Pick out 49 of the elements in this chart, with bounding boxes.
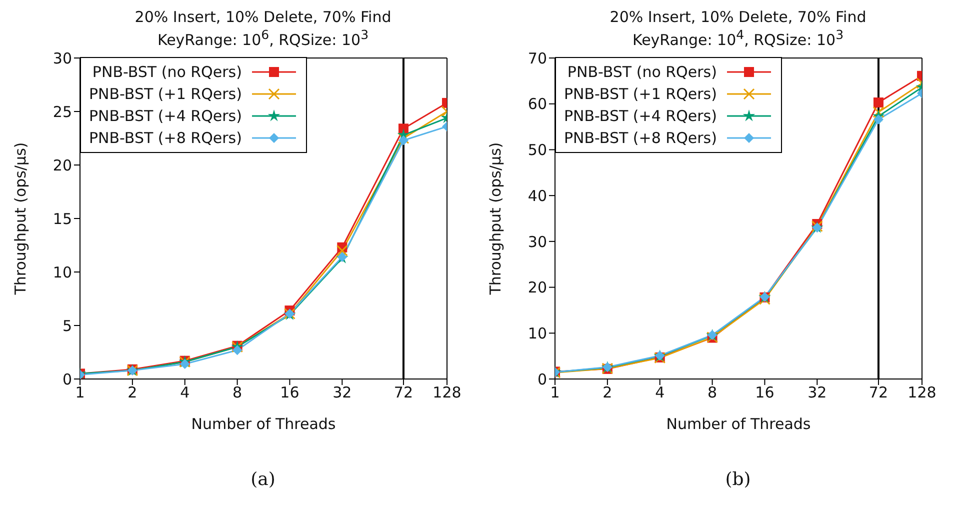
legend-label: PNB-BST (no RQers) xyxy=(567,62,717,83)
x-tick-label: 72 xyxy=(868,384,888,402)
y-axis-title: Throughput (ops/μs) xyxy=(11,142,30,296)
legend-label: PNB-BST (+4 RQers) xyxy=(89,106,242,127)
y-tick-label: 60 xyxy=(528,95,547,114)
y-tick-label: 20 xyxy=(52,156,72,174)
legend-label: PNB-BST (+8 RQers) xyxy=(89,128,242,149)
x-tick-label: 72 xyxy=(394,384,414,402)
y-tick-label: 10 xyxy=(528,324,547,342)
x-tick-label: 8 xyxy=(708,384,718,402)
x-axis-title: Number of Threads xyxy=(666,415,811,433)
legend-label: PNB-BST (+1 RQers) xyxy=(89,84,242,105)
y-tick-label: 20 xyxy=(528,278,547,297)
legend-label: PNB-BST (+1 RQers) xyxy=(564,84,717,105)
y-tick-label: 30 xyxy=(528,232,547,251)
x-tick-label: 1 xyxy=(75,384,85,402)
y-tick-label: 0 xyxy=(62,370,72,388)
x-tick-label: 32 xyxy=(332,384,352,402)
x-tick-label: 128 xyxy=(908,384,936,402)
text: (a) xyxy=(250,469,276,490)
x-tick-label: 16 xyxy=(755,384,774,402)
x-tick-label: 4 xyxy=(180,384,190,402)
y-tick-label: 40 xyxy=(528,186,547,205)
text: (b) xyxy=(724,469,752,490)
x-axis-title: Number of Threads xyxy=(191,415,336,433)
x-tick-label: 1 xyxy=(550,384,560,402)
y-tick-label: 10 xyxy=(52,263,72,282)
x-tick-label: 16 xyxy=(280,384,300,402)
legend-label: PNB-BST (no RQers) xyxy=(92,62,242,83)
y-tick-label: 5 xyxy=(62,316,72,335)
y-tick-label: 0 xyxy=(537,370,547,388)
chart-title: 20% Insert, 10% Delete, 70% Find xyxy=(608,8,868,26)
chart-subtitle: KeyRange: 10$^{4}$, RQSize: 10$^{3}$ xyxy=(631,26,845,49)
y-tick-label: 30 xyxy=(52,49,72,68)
x-tick-label: 32 xyxy=(808,384,827,402)
y-tick-label: 70 xyxy=(528,49,547,68)
y-tick-label: 25 xyxy=(52,102,72,121)
x-tick-label: 4 xyxy=(655,384,665,402)
x-tick-label: 2 xyxy=(128,384,138,402)
legend-label: PNB-BST (+8 RQers) xyxy=(564,128,717,149)
x-tick-label: 128 xyxy=(432,384,462,402)
x-tick-label: 2 xyxy=(602,384,612,402)
chart-title: 20% Insert, 10% Delete, 70% Find xyxy=(134,8,392,26)
y-tick-label: 50 xyxy=(528,141,547,160)
legend-label: PNB-BST (+4 RQers) xyxy=(564,106,717,127)
y-tick-label: 15 xyxy=(52,210,72,228)
y-axis-title: Throughput (ops/μs) xyxy=(486,142,504,296)
chart-subtitle: KeyRange: 10$^{6}$, RQSize: 10$^{3}$ xyxy=(156,26,370,49)
x-tick-label: 8 xyxy=(232,384,242,402)
